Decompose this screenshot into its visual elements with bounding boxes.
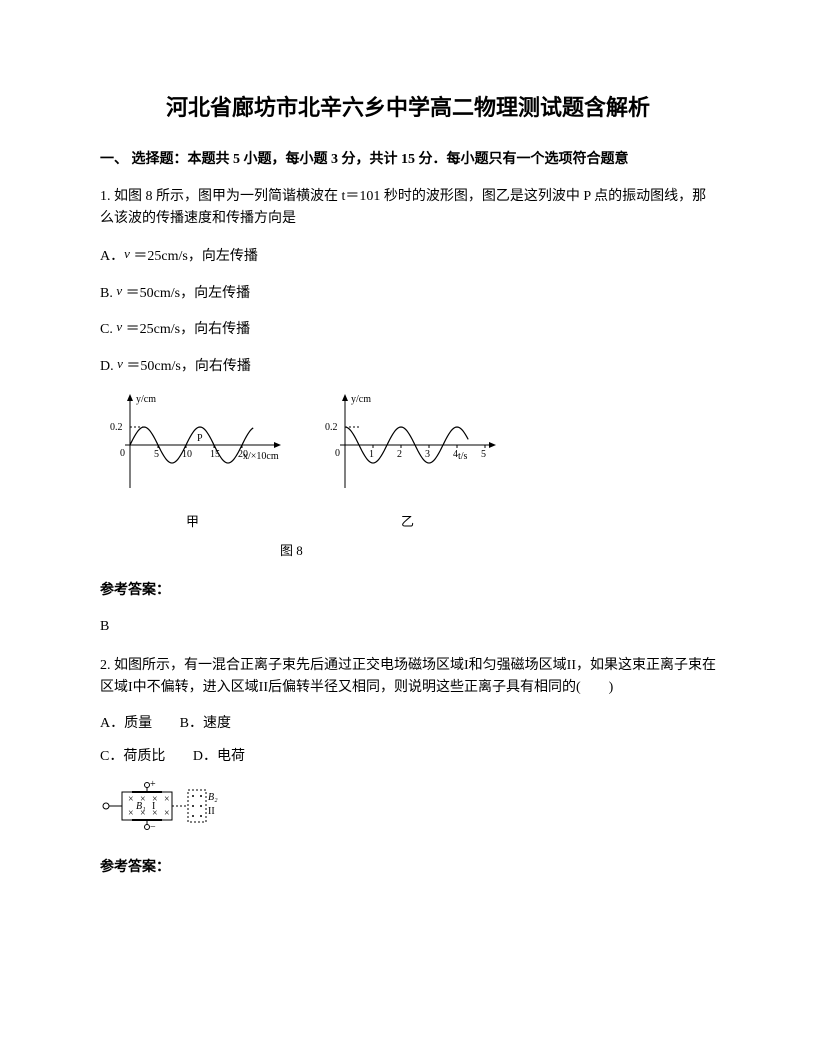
q2-diagram: +−××××××××B₁IB₂II [100,778,230,834]
svg-text:5: 5 [481,449,486,460]
v-symbol-icon: v [116,283,122,298]
svg-text:B₁: B₁ [136,801,146,812]
v-symbol-icon: v [116,319,122,334]
svg-text:+: + [150,779,156,790]
svg-text:20: 20 [238,449,248,460]
svg-text:P: P [197,433,203,444]
q2-stem: 2. 如图所示，有一混合正离子束先后通过正交电场磁场区域I和匀强磁场区域II，如… [100,655,716,700]
q1-option-d: D. v ＝50cm/s，向右传播 [100,354,716,378]
svg-text:×: × [164,794,170,805]
q1-option-a: A．v ＝25cm/s，向左传播 [100,244,716,268]
svg-text:4: 4 [453,449,458,460]
q1-chart-b-wrap: y/cm t/s 0.2 0 1 2 3 4 5 乙 [315,390,500,533]
svg-text:3: 3 [425,449,430,460]
section-header: 一、 选择题：本题共 5 小题，每小题 3 分，共计 15 分．每小题只有一个选… [100,149,716,171]
q1-chart-a: y/cm x/×10cm 0.2 0 5 10 15 20 P [100,390,285,500]
q1-chart-a-wrap: y/cm x/×10cm 0.2 0 5 10 15 20 P 甲 [100,390,285,533]
v-symbol-icon: v [124,246,130,261]
q1-optD-text: ＝50cm/s，向右传播 [126,359,250,374]
q1-option-b: B. v ＝50cm/s，向左传播 [100,281,716,305]
svg-text:10: 10 [182,449,192,460]
svg-text:0.2: 0.2 [110,422,123,433]
q1-stem: 1. 如图 8 所示，图甲为一列简谐横波在 t＝101 秒时的波形图，图乙是这列… [100,186,716,231]
svg-text:5: 5 [154,449,159,460]
svg-text:−: − [150,822,156,833]
q1-fig-label-b: 乙 [315,512,500,533]
svg-text:15: 15 [210,449,220,460]
q2-option-a: A．质量 [100,716,152,731]
q2-answer-label: 参考答案： [100,857,716,879]
svg-text:t/s: t/s [458,451,468,462]
q1-answer: B [100,616,716,638]
svg-text:0: 0 [120,448,125,459]
q1-optB-text: ＝50cm/s，向左传播 [126,286,250,301]
q2-option-d: D．电荷 [193,749,245,764]
q1-option-c: C. v ＝25cm/s，向右传播 [100,317,716,341]
q1-prefix-a: A． [100,249,124,264]
q1-answer-label: 参考答案： [100,580,716,602]
svg-text:0.2: 0.2 [325,422,338,433]
page-title: 河北省廊坊市北辛六乡中学高二物理测试题含解析 [100,90,716,125]
q2-diagram-wrap: +−××××××××B₁IB₂II [100,778,716,842]
q1-prefix-c: C. [100,322,116,337]
q1-prefix-b: B. [100,286,116,301]
q1-chart-b: y/cm t/s 0.2 0 1 2 3 4 5 [315,390,500,500]
svg-text:x/×10cm: x/×10cm [243,451,279,462]
svg-text:B₂: B₂ [208,792,218,803]
svg-text:II: II [208,806,215,817]
svg-text:×: × [164,808,170,819]
svg-text:×: × [128,808,134,819]
svg-text:I: I [152,801,155,812]
v-symbol-icon: v [117,356,123,371]
q2-option-b: B．速度 [180,716,231,731]
q1-fig-caption: 图 8 [280,541,716,562]
q2-option-c: C．荷质比 [100,749,165,764]
svg-text:0: 0 [335,448,340,459]
q2-options-row1: A．质量 B．速度 [100,713,716,735]
q1-fig-label-a: 甲 [100,512,285,533]
svg-text:2: 2 [397,449,402,460]
q1-optA-text: ＝25cm/s，向左传播 [133,249,257,264]
q2-options-row2: C．荷质比 D．电荷 [100,746,716,768]
q1-optC-text: ＝25cm/s，向右传播 [126,322,250,337]
svg-text:y/cm: y/cm [136,394,156,405]
q1-prefix-d: D. [100,359,117,374]
svg-text:y/cm: y/cm [351,394,371,405]
svg-text:1: 1 [369,449,374,460]
svg-text:×: × [128,794,134,805]
q1-figures: y/cm x/×10cm 0.2 0 5 10 15 20 P 甲 y/cm t/s 0.2 0 1 2 3… [100,390,716,533]
